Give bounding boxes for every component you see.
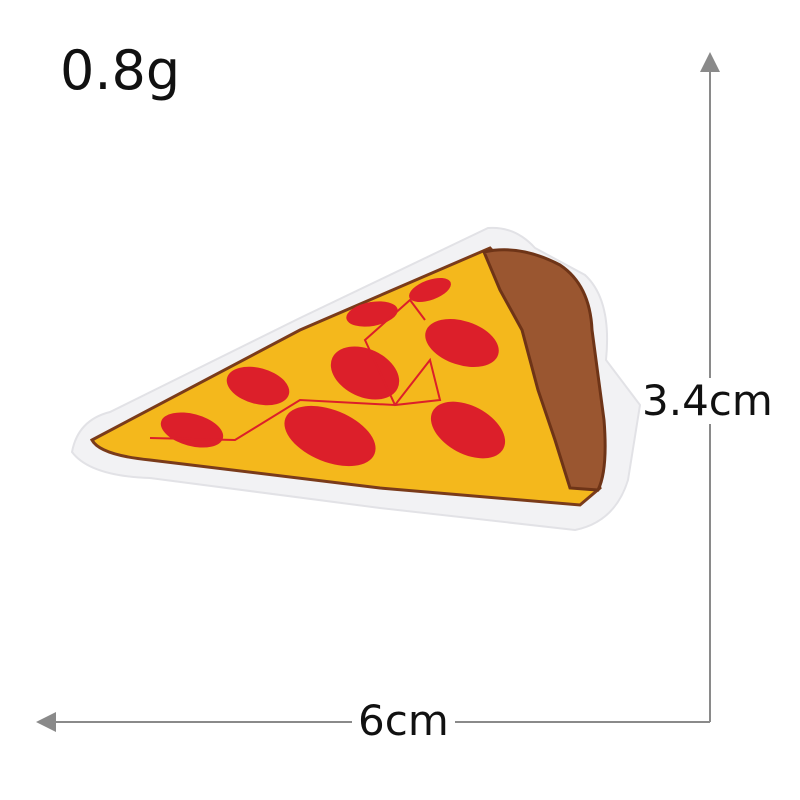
pepperoni-slices [160, 277, 506, 467]
pepperoni [430, 401, 506, 459]
pepperoni [226, 366, 290, 406]
pepperoni [284, 405, 376, 467]
crust [481, 248, 607, 492]
pepperoni [425, 319, 499, 367]
pepperoni [346, 301, 398, 327]
weight-label: 0.8g [60, 39, 181, 102]
pizza-patch [70, 226, 642, 532]
stitch-lines [149, 298, 442, 442]
width-label: 6cm [352, 700, 455, 742]
height-label: 3.4cm [642, 376, 773, 425]
pepperoni [330, 346, 400, 400]
pepperoni [409, 277, 451, 303]
